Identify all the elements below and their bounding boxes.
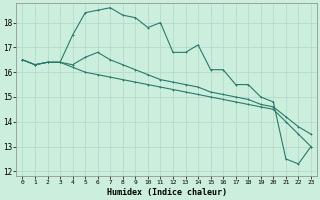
X-axis label: Humidex (Indice chaleur): Humidex (Indice chaleur): [107, 188, 227, 197]
